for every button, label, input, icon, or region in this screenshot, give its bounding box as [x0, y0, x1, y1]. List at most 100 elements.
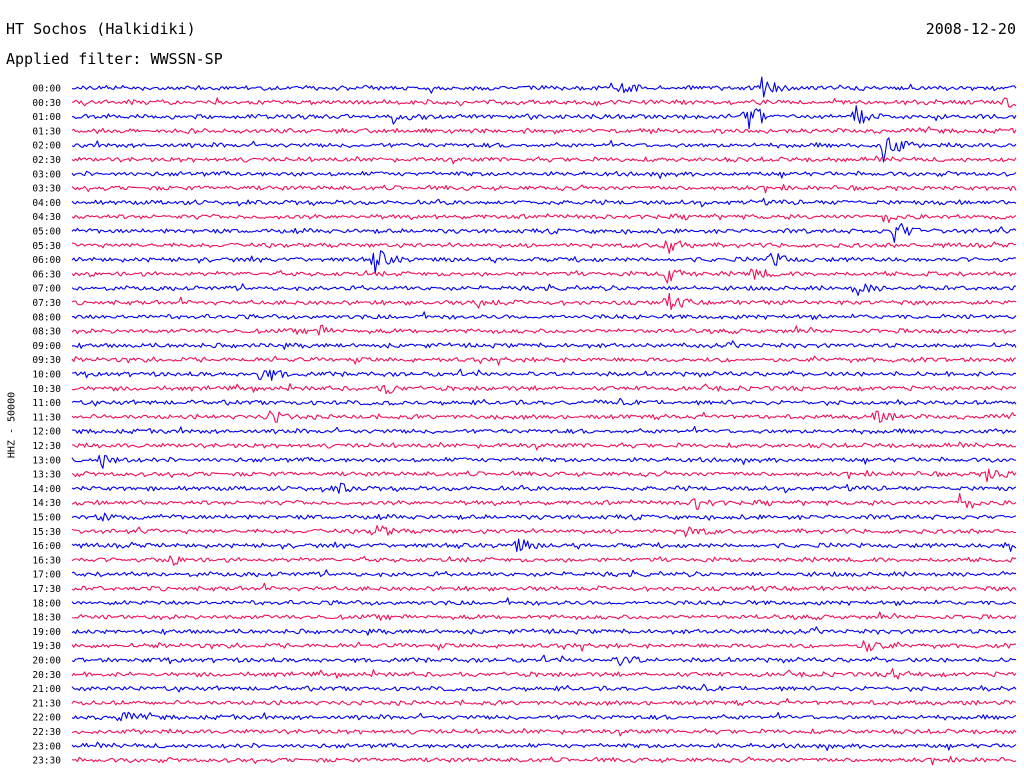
seismic-trace-1530 [71, 524, 1016, 538]
time-tick-label: 02:00 [32, 141, 61, 152]
time-tick-label: 21:30 [32, 698, 61, 709]
seismic-trace-0430 [71, 213, 1017, 224]
time-tick-label: 14:00 [32, 484, 61, 495]
time-tick-label: 04:30 [32, 212, 61, 223]
time-tick-label: 01:30 [32, 126, 61, 137]
seismic-trace-0330 [71, 183, 1017, 194]
time-tick-label: 09:30 [32, 355, 61, 366]
time-tick-label: 11:00 [32, 398, 61, 409]
time-tick-label: 01:00 [32, 112, 61, 123]
seismic-trace-0130 [71, 126, 1017, 135]
seismic-trace-0030 [71, 97, 1017, 108]
time-tick-label: 08:30 [32, 327, 61, 338]
seismic-trace-0400 [71, 197, 1017, 208]
time-tick-label: 22:00 [32, 713, 61, 724]
seismic-trace-2100 [71, 683, 1017, 693]
seismic-trace-2230 [71, 728, 1017, 737]
time-tick-label: 15:00 [32, 513, 61, 524]
seismic-trace-1200 [71, 425, 1017, 435]
time-tick-label: 07:30 [32, 298, 61, 309]
seismic-trace-0200 [71, 137, 1017, 163]
time-tick-label: 18:30 [32, 613, 61, 624]
seismic-trace-1830 [71, 611, 1017, 621]
seismic-trace-1930 [71, 640, 1017, 653]
time-tick-label: 08:00 [32, 312, 61, 323]
filter-label: Applied filter: WWSSN-SP [6, 50, 223, 68]
time-tick-label: 14:30 [32, 498, 61, 509]
seismic-trace-1000 [72, 368, 1017, 381]
time-tick-label: 18:00 [32, 598, 61, 609]
seismic-trace-0000 [71, 76, 1017, 98]
time-tick-label: 16:30 [32, 555, 61, 566]
time-tick-label: 21:00 [32, 684, 61, 695]
seismic-trace-1700 [71, 569, 1017, 578]
seismic-trace-1330 [71, 468, 1017, 483]
time-tick-label: 17:30 [32, 584, 61, 595]
time-tick-label: 15:30 [32, 527, 61, 538]
seismic-trace-1630 [71, 555, 1017, 566]
date-label: 2008-12-20 [925, 20, 1016, 38]
time-tick-label: 03:00 [32, 169, 61, 180]
seismic-trace-2130 [71, 697, 1016, 706]
time-tick-label: 11:30 [32, 412, 61, 423]
seismic-trace-2000 [71, 654, 1017, 667]
time-tick-label: 13:30 [32, 470, 61, 481]
seismic-trace-1500 [71, 512, 1017, 522]
seismic-trace-1800 [71, 597, 1017, 607]
seismic-trace-2200 [71, 711, 1017, 722]
seismic-trace-1030 [71, 383, 1017, 395]
time-tick-label: 20:30 [32, 670, 61, 681]
seismic-trace-0730 [71, 292, 1017, 311]
seismic-trace-2330 [71, 755, 1017, 766]
seismic-trace-1100 [71, 397, 1017, 407]
seismic-trace-1600 [71, 538, 1017, 552]
time-tick-label: 03:30 [32, 184, 61, 195]
seismic-trace-0230 [71, 155, 1017, 165]
time-tick-label: 00:30 [32, 98, 61, 109]
time-tick-label: 05:30 [32, 241, 61, 252]
station-title: HT Sochos (Halkidiki) [6, 20, 196, 38]
seismic-trace-0900 [71, 340, 1017, 350]
seismic-trace-1230 [71, 441, 1017, 451]
seismic-trace-1900 [71, 626, 1017, 636]
time-tick-label: 20:00 [32, 656, 61, 667]
time-tick-label: 23:30 [32, 756, 61, 767]
time-tick-label: 19:00 [32, 627, 61, 638]
time-tick-label: 07:00 [32, 284, 61, 295]
seismic-trace-1730 [71, 582, 1017, 592]
seismic-trace-0700 [71, 283, 1017, 296]
seismic-trace-1400 [71, 482, 1017, 494]
time-tick-label: 06:30 [32, 269, 61, 280]
time-tick-label: 00:00 [32, 84, 61, 95]
seismic-trace-0930 [71, 355, 1017, 366]
time-tick-label: 12:30 [32, 441, 61, 452]
time-tick-label: 19:30 [32, 641, 61, 652]
time-tick-label: 05:00 [32, 227, 61, 238]
seismic-trace-1130 [71, 410, 1017, 423]
seismic-trace-2300 [71, 741, 1017, 751]
time-tick-label: 17:00 [32, 570, 61, 581]
seismic-trace-0800 [71, 311, 1017, 321]
time-tick-label: 22:30 [32, 727, 61, 738]
seismic-trace-2030 [71, 668, 1017, 680]
seismic-trace-0630 [71, 268, 1017, 284]
seismic-trace-0100 [72, 105, 1017, 130]
time-tick-label: 09:00 [32, 341, 61, 352]
seismic-trace-1300 [71, 454, 1017, 469]
time-tick-label: 06:00 [32, 255, 61, 266]
time-tick-label: 02:30 [32, 155, 61, 166]
seismic-trace-0600 [71, 250, 1017, 275]
time-tick-label: 12:00 [32, 427, 61, 438]
time-tick-label: 10:30 [32, 384, 61, 395]
time-tick-label: 13:00 [32, 455, 61, 466]
time-tick-label: 16:00 [32, 541, 61, 552]
seismic-trace-1430 [71, 492, 1017, 510]
time-tick-label: 04:00 [32, 198, 61, 209]
seismic-trace-0530 [72, 240, 1017, 254]
seismic-trace-0500 [71, 223, 1017, 243]
seismic-trace-0300 [71, 170, 1017, 179]
time-tick-label: 23:00 [32, 741, 61, 752]
time-tick-label: 10:00 [32, 370, 61, 381]
seismic-trace-0830 [71, 324, 1017, 336]
